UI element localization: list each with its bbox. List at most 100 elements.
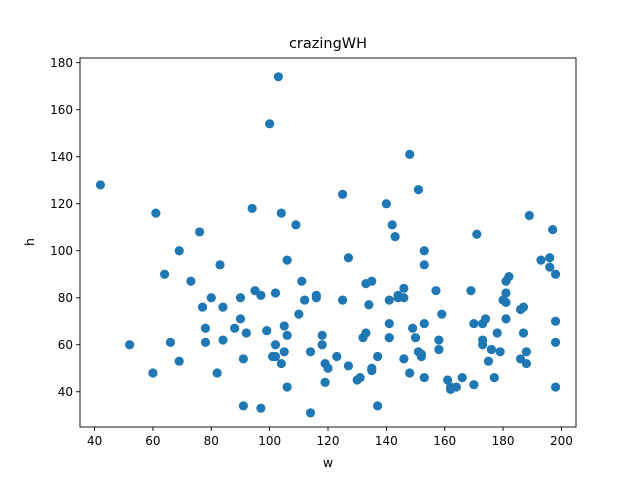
data-point: [518, 302, 529, 312]
data-point: [419, 318, 429, 329]
data-point: [419, 246, 429, 256]
data-point: [343, 361, 354, 371]
data-point: [521, 358, 532, 369]
data-point: [300, 295, 310, 305]
x-tick-label: 80: [204, 434, 219, 448]
data-point: [238, 354, 248, 364]
data-point: [160, 269, 170, 279]
data-point: [320, 377, 330, 387]
x-tick-label: 40: [87, 434, 102, 448]
data-point: [373, 401, 383, 411]
data-point: [536, 255, 546, 265]
data-point: [550, 337, 561, 347]
data-point: [419, 373, 429, 383]
x-tick-label: 160: [433, 434, 456, 448]
data-point: [361, 328, 371, 338]
data-point: [197, 302, 208, 312]
y-tick-label: 160: [50, 103, 73, 117]
x-tick-label: 200: [550, 434, 573, 448]
data-point: [265, 119, 275, 129]
data-point: [337, 295, 348, 305]
data-point: [405, 368, 415, 378]
data-point: [256, 403, 266, 413]
y-tick-label: 140: [50, 150, 73, 164]
data-point: [399, 283, 409, 293]
data-point: [492, 328, 502, 338]
data-point: [186, 276, 196, 286]
data-point: [457, 373, 467, 383]
data-point: [206, 293, 216, 303]
data-point: [270, 288, 281, 298]
data-point: [262, 326, 272, 336]
data-point: [373, 351, 383, 362]
data-point: [279, 321, 289, 331]
data-point: [419, 260, 429, 270]
data-point: [390, 232, 400, 242]
data-point: [241, 328, 251, 338]
data-point: [550, 316, 561, 326]
data-point: [282, 382, 292, 392]
y-tick-label: 40: [58, 385, 73, 399]
data-points: [95, 72, 561, 418]
y-axis: 40 60 80 100 120 140 160 180: [50, 56, 80, 399]
data-point: [174, 356, 184, 366]
data-point: [332, 351, 342, 362]
y-tick-label: 60: [58, 338, 73, 352]
data-point: [469, 380, 479, 390]
data-point: [95, 180, 106, 190]
data-point: [215, 260, 225, 270]
data-point: [174, 246, 184, 256]
data-point: [200, 337, 211, 347]
data-point: [355, 373, 365, 383]
y-tick-label: 120: [50, 197, 73, 211]
data-point: [151, 208, 161, 218]
data-point: [148, 368, 158, 378]
data-point: [323, 363, 333, 373]
data-point: [337, 189, 348, 199]
data-point: [238, 401, 248, 411]
data-point: [501, 297, 511, 308]
data-point: [524, 210, 534, 221]
data-point: [478, 335, 488, 345]
data-point: [399, 354, 409, 364]
data-point: [384, 333, 394, 343]
data-point: [279, 347, 289, 357]
data-point: [291, 220, 301, 230]
data-point: [443, 375, 453, 385]
data-point: [384, 318, 394, 329]
y-axis-label: h: [22, 238, 37, 246]
data-point: [469, 318, 479, 329]
data-point: [405, 149, 415, 159]
y-tick-label: 100: [50, 244, 73, 258]
data-point: [495, 347, 505, 357]
data-point: [367, 276, 377, 286]
data-point: [256, 290, 266, 300]
data-point: [212, 368, 222, 378]
y-tick-label: 180: [50, 56, 73, 70]
data-point: [431, 286, 441, 296]
data-point: [276, 358, 286, 369]
data-point: [410, 333, 421, 343]
data-point: [518, 328, 529, 338]
x-axis-label: w: [323, 455, 333, 470]
data-point: [367, 365, 377, 376]
data-point: [489, 373, 499, 383]
data-point: [451, 382, 461, 392]
data-point: [235, 314, 246, 324]
data-point: [276, 208, 286, 218]
data-point: [408, 323, 418, 333]
data-point: [381, 199, 391, 209]
x-tick-label: 100: [258, 434, 281, 448]
data-point: [434, 335, 444, 345]
data-point: [270, 340, 281, 350]
y-tick-label: 80: [58, 291, 73, 305]
data-point: [311, 293, 321, 303]
data-point: [437, 309, 447, 319]
data-point: [235, 293, 246, 303]
x-tick-label: 180: [492, 434, 515, 448]
data-point: [483, 356, 494, 366]
data-point: [550, 269, 561, 279]
data-point: [230, 323, 240, 333]
data-point: [282, 255, 292, 265]
